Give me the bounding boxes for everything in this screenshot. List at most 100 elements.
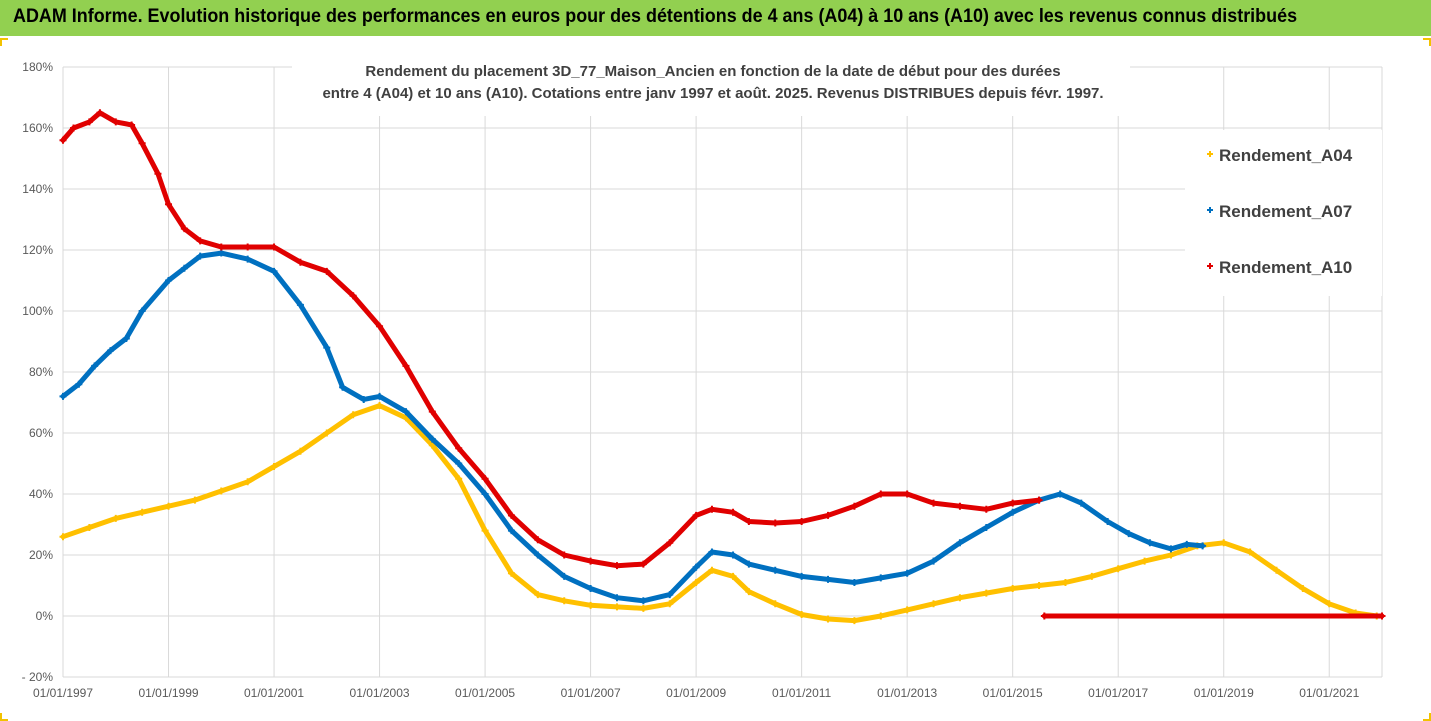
data-point [59,533,67,541]
data-point [982,505,990,513]
data-point [1077,499,1085,507]
y-tick-label: - 20% [22,670,54,684]
data-point [903,606,911,614]
data-point [360,395,368,403]
series-rendement-a04 [59,402,1381,625]
x-tick-label: 01/01/2015 [983,686,1043,700]
data-point [270,243,278,251]
data-point [666,600,674,608]
data-point [1125,530,1133,538]
data-point [824,615,832,623]
legend-label: Rendement_A04 [1219,146,1353,165]
data-point [956,539,964,547]
data-point [70,124,78,132]
y-tick-label: 40% [29,487,53,501]
data-point [196,252,204,260]
x-tick-label: 01/01/2003 [350,686,410,700]
data-point [59,392,67,400]
corner-mark [1423,713,1431,721]
data-point [745,517,753,525]
data-point [296,258,304,266]
data-point [708,548,716,556]
data-point [930,600,938,608]
data-point [106,347,114,355]
data-point [708,566,716,574]
data-point [771,519,779,527]
data-point [402,408,410,416]
legend: Rendement_A04 Rendement_A07 Rendement_A10 [1185,130,1382,296]
data-point [729,508,737,516]
data-point [798,572,806,580]
data-point [1035,582,1043,589]
data-point [349,411,357,419]
series-layer [59,109,1386,625]
data-point [1141,557,1149,565]
data-point [639,560,647,568]
legend-label: Rendement_A07 [1219,202,1352,221]
legend-label: Rendement_A10 [1219,258,1352,277]
data-point [850,502,858,510]
data-point [455,475,463,483]
data-point [59,136,67,144]
data-point [1056,490,1064,498]
y-tick-label: 140% [22,182,53,196]
data-point [850,617,858,625]
data-point [270,463,278,471]
x-tick-label: 01/01/2009 [666,686,726,700]
data-point [956,594,964,602]
data-point [666,591,674,599]
data-point [560,597,568,605]
x-tick-label: 01/01/2013 [877,686,937,700]
series-rendement-a10 [1040,612,1386,620]
x-tick-label: 01/01/2011 [772,686,831,700]
data-point [534,591,542,599]
data-point [1167,545,1175,553]
data-point [112,118,120,126]
data-point [1378,612,1386,620]
data-point [296,447,304,455]
data-point [376,402,384,410]
chart-title-line: Rendement du placement 3D_77_Maison_Anci… [365,63,1060,80]
data-point [1035,496,1043,504]
data-point [613,594,621,602]
data-point [1167,551,1175,559]
data-point [217,249,225,257]
data-point [180,225,188,233]
data-point [244,243,252,251]
data-point [692,578,700,586]
data-point [217,487,225,495]
data-point [639,597,647,605]
y-tick-label: 60% [29,426,53,440]
legend-bg [1185,130,1382,296]
data-point [1272,566,1280,574]
data-point [982,524,990,532]
data-point [534,551,542,559]
data-point [930,499,938,507]
data-point [745,560,753,568]
data-point [138,508,146,516]
data-point [956,502,964,510]
data-point [771,600,779,608]
x-tick-label: 01/01/2001 [244,686,304,700]
data-point [191,496,199,504]
data-point [798,610,806,618]
data-point [85,524,93,532]
data-point [165,502,173,510]
data-point [613,562,621,570]
x-tick-label: 01/01/2021 [1299,686,1359,700]
y-tick-label: 0% [36,609,54,623]
data-point [112,514,120,522]
data-point [376,322,384,330]
data-point [270,267,278,275]
data-point [507,511,515,519]
corner-mark [0,38,8,46]
data-point [1009,585,1017,593]
data-point [1040,612,1048,620]
data-point [1299,585,1307,593]
data-point [639,604,647,612]
data-point [587,557,595,565]
data-point [428,435,436,443]
data-point [91,362,99,370]
series-line [60,250,1206,604]
